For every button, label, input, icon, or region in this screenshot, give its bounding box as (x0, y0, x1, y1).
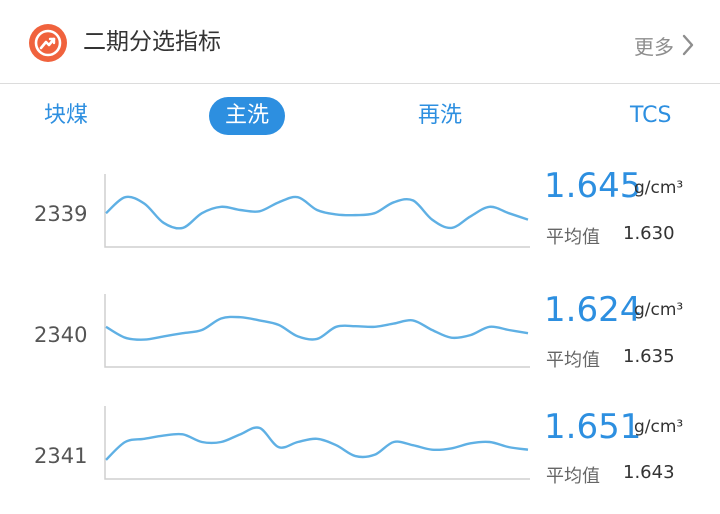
trend-up-icon (29, 24, 67, 62)
indicator-row: 2340 1.624 g/cm³ 平均值 1.635 (0, 292, 720, 402)
unit-label: g/cm³ (634, 417, 684, 437)
row-id: 2339 (34, 202, 88, 226)
tab-lump-coal[interactable]: 块煤 (44, 103, 89, 128)
tab-main-wash[interactable]: 主洗 (209, 97, 286, 135)
chart-axis (104, 294, 530, 368)
tab-bar: 块煤 主洗 再洗 TCS (0, 90, 720, 142)
tab-rewash[interactable]: 再洗 (418, 103, 463, 128)
sparkline-chart (104, 174, 530, 248)
average-label: 平均值 (546, 466, 600, 487)
average-label: 平均值 (546, 227, 600, 248)
series-line (105, 315, 529, 341)
chevron-right-icon (682, 34, 694, 56)
chart-axis (104, 174, 530, 248)
average-value: 1.635 (623, 346, 675, 367)
series-line (105, 426, 529, 461)
more-link[interactable]: 更多 (634, 30, 694, 60)
page-title: 二期分选指标 (83, 29, 221, 55)
chart-axis (104, 406, 530, 480)
row-id: 2341 (34, 444, 88, 468)
sparkline-chart (104, 406, 530, 480)
current-value: 1.624 (544, 290, 642, 330)
current-value: 1.651 (544, 407, 642, 447)
row-id: 2340 (34, 323, 88, 347)
sparkline-chart (104, 294, 530, 368)
average-value: 1.630 (623, 223, 675, 244)
indicator-row: 2339 1.645 g/cm³ 平均值 1.630 (0, 168, 720, 282)
current-value: 1.645 (544, 166, 642, 206)
unit-label: g/cm³ (634, 300, 684, 320)
average-label: 平均值 (546, 350, 600, 371)
tab-tcs[interactable]: TCS (630, 103, 672, 128)
average-value: 1.643 (623, 462, 675, 483)
more-label: 更多 (634, 34, 674, 59)
series-line (105, 195, 529, 230)
indicator-row: 2341 1.651 g/cm³ 平均值 1.643 (0, 404, 720, 514)
header: 二期分选指标 更多 (0, 0, 720, 84)
unit-label: g/cm³ (634, 178, 684, 198)
